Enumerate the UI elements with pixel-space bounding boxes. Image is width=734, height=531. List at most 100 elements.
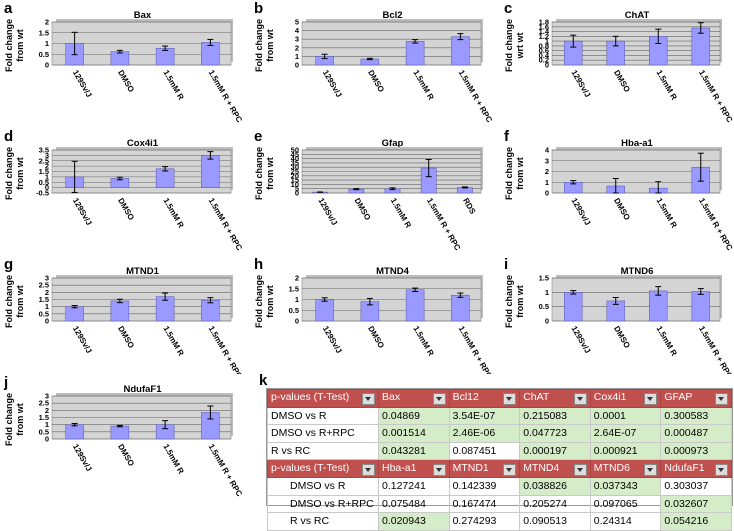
chart-title: ChAT <box>625 10 650 21</box>
chart-h: h MTND4 Fold change from wt 0 0.5 1 1.52 129Sv/J… <box>254 256 494 380</box>
table-cell: DMSO vs R+RPC <box>267 494 379 514</box>
table-cell: 2.46E-06 <box>448 424 521 443</box>
table-header-cell: Cox4i1 <box>589 389 662 408</box>
y-axis-label: wrt wt <box>515 32 525 59</box>
y-tick-label: 1.5 <box>289 284 299 293</box>
filter-dropdown-icon[interactable] <box>715 393 728 406</box>
y-tick-label: 1 <box>545 37 549 46</box>
table-header-cell: MTND1 <box>448 459 521 478</box>
category-label: 1.5mM R <box>161 197 185 230</box>
y-tick-label: 50 <box>291 146 299 155</box>
y-tick-label: 4 <box>295 26 300 35</box>
table-cell: 0.000921 <box>589 441 662 461</box>
table-row: R vs RC 0.043281 0.087451 0.000197 0.000921 0… <box>267 441 732 461</box>
y-tick-label: 2 <box>295 43 299 52</box>
chart-title: Bax <box>134 10 152 21</box>
panel-label-j: j <box>3 374 8 391</box>
bar-3 <box>155 168 175 188</box>
y-axis-label: Fold change <box>4 393 14 446</box>
y-axis-label: Fold change <box>4 147 14 200</box>
y-tick-label: 15 <box>291 176 299 185</box>
p-values-table: p-values (T-Test) Bax Bcl12 ChAT Cox4i1 GFAP D… <box>266 388 733 531</box>
table-cell: 0.090513 <box>519 512 591 531</box>
table-cell: 0.000487 <box>660 424 732 443</box>
y-axis-label: from wt <box>515 285 525 318</box>
category-label: RDS <box>461 197 478 217</box>
y-tick-label: 0.2 <box>539 56 549 65</box>
category-label: DMSO <box>612 69 632 94</box>
y-tick-label: 0.8 <box>539 41 549 50</box>
filter-dropdown-icon[interactable] <box>362 463 375 476</box>
table-cell: 0.000973 <box>660 441 732 461</box>
panel-f: f Hba-a1 Fold change from wt 0 1 2 3 4 129Sv/J DMS… <box>500 128 734 256</box>
bar-1 <box>315 299 334 322</box>
y-tick-label: 0 <box>45 435 49 444</box>
y-tick-label: 25 <box>291 167 299 176</box>
chart-f: f Hba-a1 Fold change from wt 0 1 2 34 129Sv/J DMS… <box>504 128 734 253</box>
y-tick-label: 1.5 <box>39 295 49 304</box>
table-cell: 0.300583 <box>660 406 732 426</box>
table-cell: 0.054216 <box>660 512 732 531</box>
y-tick-label: 1 <box>45 302 49 311</box>
table-cell: 0.000197 <box>519 441 591 461</box>
y-tick-label: 0.5 <box>39 50 49 59</box>
y-axis-label: Fold change <box>254 19 264 72</box>
panel-label-f: f <box>504 128 510 145</box>
table-row: DMSO vs R 0.04869 3.54E-07 0.215083 0.0001 0.… <box>267 406 732 426</box>
y-tick-label: 0 <box>45 317 49 326</box>
chart-d: d Cox4i1 Fold change from wt -0.500.511.522.… <box>4 128 244 252</box>
filter-dropdown-icon[interactable] <box>432 393 446 406</box>
y-tick-label: -0.5 <box>36 189 49 198</box>
y-tick-label: 0 <box>45 183 49 192</box>
panel-c: c ChAT Fold change wrt wt 0 0.2 0.4 0.6 0.8 1 1.2 1… <box>500 0 734 128</box>
filter-dropdown-icon[interactable] <box>644 393 658 406</box>
category-label: 1.5mM R <box>389 197 413 230</box>
category-label: DMSO <box>366 325 386 350</box>
category-label: 129Sv/J <box>321 69 344 99</box>
panel-label-i: i <box>504 256 508 273</box>
y-tick-label: 3 <box>45 151 49 160</box>
y-axis-label: from wt <box>265 29 275 62</box>
filter-dropdown-icon[interactable] <box>503 463 517 476</box>
table-header-cell: Hba-a1 <box>378 459 450 478</box>
y-axis-label: from wt <box>265 285 275 318</box>
filter-dropdown-icon[interactable] <box>503 393 517 406</box>
category-label: 1.5mM R + RPC <box>457 69 494 125</box>
panel-label-c: c <box>504 0 512 17</box>
y-tick-label: 0 <box>545 189 549 198</box>
y-tick-label: 30 <box>291 163 299 172</box>
chart-title: Hba-a1 <box>621 138 653 149</box>
category-label: DMSO <box>366 69 386 94</box>
filter-dropdown-icon[interactable] <box>573 393 587 406</box>
filter-dropdown-icon[interactable] <box>644 463 658 476</box>
chart-title: Bcl2 <box>382 10 402 21</box>
bar-2 <box>110 51 130 66</box>
bar-4 <box>451 36 470 66</box>
filter-dropdown-icon[interactable] <box>432 463 446 476</box>
category-label: 129Sv/J <box>570 69 593 99</box>
y-tick-label: 1 <box>295 295 299 304</box>
category-label: 1.5mM R <box>655 325 679 358</box>
y-tick-label: 3.5 <box>39 146 49 155</box>
filter-dropdown-icon[interactable] <box>362 393 375 406</box>
category-label: 1.5mM R <box>411 69 435 102</box>
panel-label-e: e <box>254 128 262 145</box>
bar-3 <box>405 41 425 66</box>
table-cell: DMSO vs R <box>267 476 379 496</box>
table-header-cell: ChAT <box>519 389 591 408</box>
chart-title: MTND1 <box>126 266 159 277</box>
table-cell: 0.04869 <box>378 406 450 426</box>
category-label: 1.5mM R + RPC <box>697 197 734 253</box>
bar-1 <box>65 424 84 440</box>
category-label: 129Sv/J <box>570 325 593 355</box>
filter-dropdown-icon[interactable] <box>715 463 728 476</box>
category-label: 129Sv/J <box>71 197 94 227</box>
y-tick-label: 0.5 <box>289 306 299 315</box>
table-cell: DMSO vs R+RPC <box>267 424 379 443</box>
chart-j: j NdufaF1 Fold change from wt 00.511.522.53 1… <box>3 374 244 498</box>
y-tick-label: 1.5 <box>539 274 549 283</box>
table-cell: 0.043281 <box>378 441 450 461</box>
table-header-cell: MTND4 <box>519 459 591 478</box>
panel-b: b Bcl2 Fold change from wt 0 1 2 3 4 5 129Sv/J DMSO… <box>250 0 495 128</box>
filter-dropdown-icon[interactable] <box>573 463 587 476</box>
